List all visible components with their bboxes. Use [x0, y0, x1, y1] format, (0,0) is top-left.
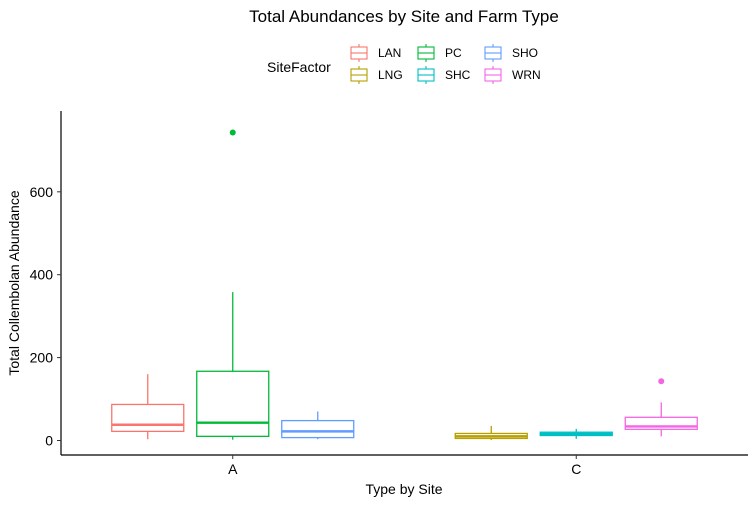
- legend-key-wrn: [485, 66, 501, 84]
- legend-key-sho: [485, 44, 501, 62]
- chart-svg: Total Abundances by Site and Farm Type S…: [0, 0, 756, 504]
- box-body: [112, 404, 184, 431]
- box-sho: [282, 411, 354, 439]
- box-pc: [197, 130, 269, 440]
- box-shc: [540, 429, 612, 439]
- boxes: [112, 130, 698, 441]
- legend-label: WRN: [512, 68, 541, 82]
- box-wrn: [625, 378, 697, 436]
- box-outlier-point: [658, 378, 664, 384]
- box-body: [197, 371, 269, 436]
- box-body: [282, 421, 354, 438]
- legend-key-shc: [418, 66, 434, 84]
- legend-label: LAN: [378, 46, 401, 60]
- box-outlier-point: [230, 130, 236, 136]
- legend-title: SiteFactor: [267, 59, 331, 75]
- x-axis-label: Type by Site: [365, 481, 442, 497]
- y-tick-label: 400: [30, 267, 54, 283]
- y-tick-label: 200: [30, 350, 54, 366]
- chart: Total Abundances by Site and Farm Type S…: [0, 0, 756, 504]
- box-lng: [455, 426, 527, 440]
- box-lan: [112, 374, 184, 439]
- y-tick-label: 0: [45, 432, 53, 448]
- legend-key-lan: [351, 44, 367, 62]
- legend-label: SHC: [445, 68, 471, 82]
- y-axis-label: Total Collembolan Abundance: [6, 190, 22, 375]
- legend-label: PC: [445, 46, 462, 60]
- x-tick-label: A: [228, 461, 238, 477]
- legend: LAN LNG PC SHC SHO WRN: [351, 44, 541, 84]
- x-tick-label: C: [571, 461, 581, 477]
- legend-label: LNG: [378, 68, 403, 82]
- legend-label: SHO: [512, 46, 538, 60]
- y-tick-label: 600: [30, 184, 54, 200]
- legend-key-pc: [418, 44, 434, 62]
- chart-title: Total Abundances by Site and Farm Type: [249, 7, 559, 26]
- legend-key-lng: [351, 66, 367, 84]
